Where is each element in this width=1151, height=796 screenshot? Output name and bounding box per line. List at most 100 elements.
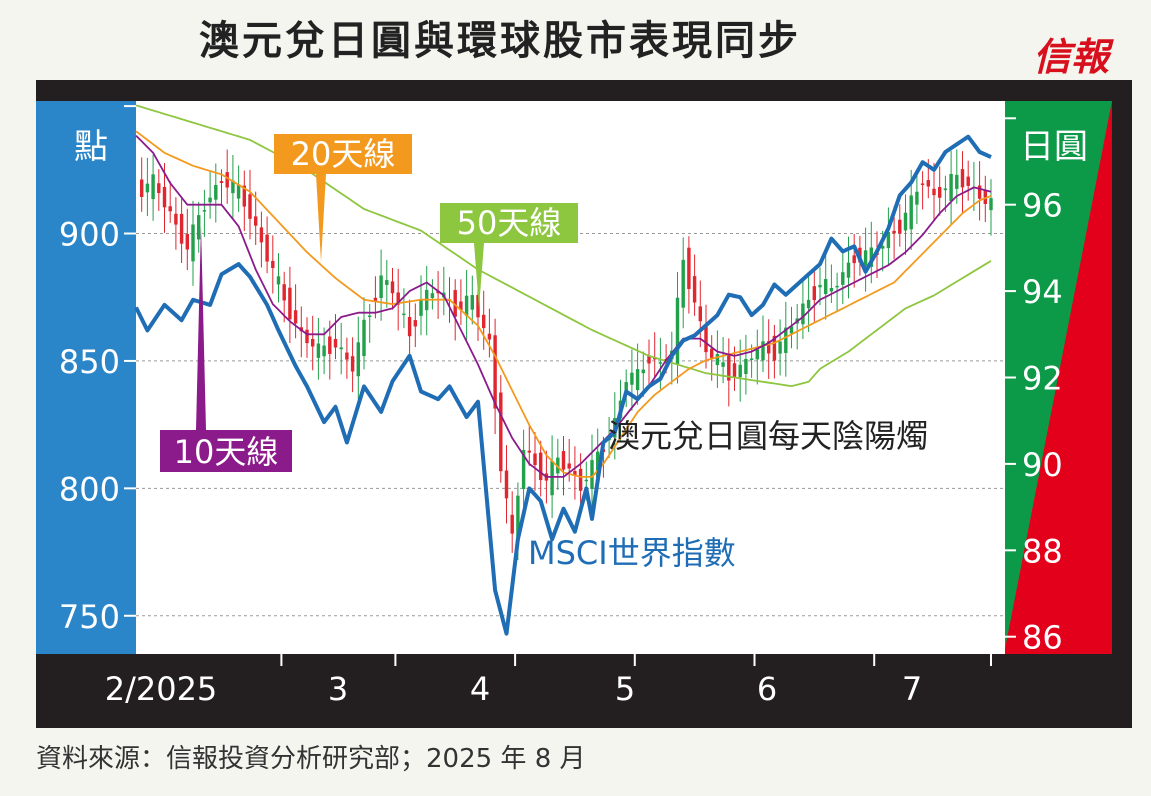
annotations: 20天線 50天線 10天線 澳元兌日圓每天陰陽燭 MSCI世界指數 [160, 134, 928, 572]
candle-body [242, 185, 247, 207]
candle-body [316, 343, 321, 358]
x-tick-label: 7 [902, 670, 922, 708]
candle-body [943, 188, 948, 191]
ma50-pointer [474, 243, 484, 308]
candle-body [869, 247, 874, 267]
candle-body [470, 295, 475, 310]
candle-body [293, 310, 298, 324]
ma20-label: 20天線 [291, 135, 396, 173]
candle-body [407, 316, 412, 337]
candle-body [168, 206, 172, 212]
candle-body [390, 281, 395, 294]
candle-body [556, 457, 560, 474]
candle-body [863, 250, 868, 266]
candle-body [219, 181, 224, 183]
candle-body [749, 358, 754, 360]
ma10-pointer [196, 225, 206, 430]
ma20-box [274, 134, 412, 174]
candle-body [430, 293, 435, 298]
candle-body [499, 392, 503, 472]
candle-body [527, 450, 532, 453]
candle-body [641, 369, 646, 374]
candle-body [345, 352, 349, 360]
candle-body [727, 355, 731, 381]
candle-body [698, 306, 703, 322]
candle-body [367, 315, 372, 318]
right-tick-label: 88 [1022, 532, 1063, 570]
candle-body [481, 314, 486, 329]
candle-body [715, 354, 720, 366]
candle-body [898, 219, 902, 234]
candle-body [288, 287, 292, 320]
candle-body [595, 451, 600, 477]
ma50-label: 50天線 [457, 204, 562, 242]
candle-body [590, 460, 594, 490]
candle-body [402, 313, 406, 316]
candle-body [276, 276, 281, 285]
candle-body [818, 284, 822, 288]
candle-body [647, 355, 651, 364]
candle-body [738, 364, 742, 378]
candle-body [915, 191, 919, 205]
candle-body [584, 479, 589, 482]
candle-body [960, 169, 965, 188]
candle-body [538, 452, 543, 481]
candle-body [510, 514, 514, 534]
candle-body [487, 333, 492, 340]
candle-body [766, 341, 771, 354]
candle-body [630, 372, 634, 385]
x-tick-label: 4 [470, 670, 490, 708]
candle-body [236, 184, 241, 199]
candle-body [373, 297, 378, 302]
candle-body [778, 341, 782, 354]
candle-body [253, 216, 258, 226]
candle-body [196, 215, 201, 240]
candle-body [721, 362, 725, 367]
ma10-box [160, 430, 292, 472]
candle-body [356, 342, 361, 377]
candle-body [772, 335, 777, 361]
candle-body [271, 260, 275, 268]
right-axis-red-wedge [1004, 101, 1112, 654]
x-tick-label: 3 [328, 670, 348, 708]
left-axis-unit: 點 [74, 127, 108, 167]
candle-body [413, 320, 418, 327]
x-tick-label: 2/2025 [105, 670, 218, 708]
candle-body [578, 468, 583, 491]
candle-body [493, 335, 497, 409]
candle-body [476, 295, 480, 318]
candle-body [801, 303, 805, 325]
candle-body [761, 341, 765, 361]
candle-body [692, 276, 697, 303]
candle-body [145, 183, 150, 193]
candle-body [339, 347, 343, 350]
candle-body [675, 297, 680, 365]
candle-body [282, 284, 286, 301]
right-tick-label: 96 [1022, 187, 1063, 225]
candle-body [202, 210, 207, 212]
candle-body [784, 327, 788, 353]
msci-label: MSCI世界指數 [528, 534, 736, 572]
candle-body [989, 198, 993, 211]
candle-body [157, 183, 161, 194]
candle-body [704, 324, 708, 353]
candle-body [322, 345, 326, 357]
candle-body [852, 255, 856, 264]
candle-body [185, 234, 190, 250]
candle-body [139, 179, 144, 197]
candle-body [419, 300, 423, 316]
candle-body [208, 197, 212, 203]
ma20-line [135, 130, 992, 478]
candle-body [892, 230, 896, 234]
x-tick-label: 5 [615, 670, 635, 708]
candle-body [459, 301, 463, 311]
left-axis-band [36, 101, 136, 654]
candle-body [362, 319, 366, 357]
candle-body [521, 450, 526, 490]
candle-body [350, 356, 355, 372]
ma10-label: 10天線 [174, 433, 279, 471]
right-tick-label: 94 [1022, 273, 1063, 311]
candle-body [932, 188, 936, 196]
candle-body [687, 247, 691, 290]
candle-body [886, 231, 891, 249]
